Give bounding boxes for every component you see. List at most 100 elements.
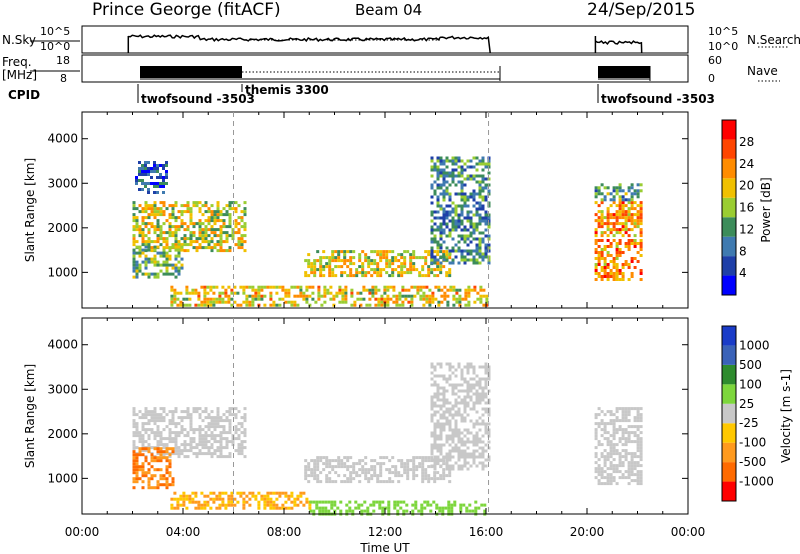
echo-cell [290, 300, 294, 304]
echo-cell [200, 303, 204, 307]
echo-cell [469, 407, 473, 411]
echo-cell [345, 503, 349, 507]
echo-cell [174, 434, 178, 438]
echo-cell [150, 182, 153, 185]
echo-cell [603, 266, 607, 269]
echo-cell [615, 216, 619, 220]
echo-cell [315, 503, 319, 507]
echo-cell [159, 456, 163, 460]
echo-cell [487, 440, 491, 444]
echo-cell [618, 251, 622, 254]
echo-cell [177, 452, 181, 456]
echo-cell [245, 494, 249, 498]
echo-cell [153, 201, 157, 205]
y-tick-label: 1000 [47, 471, 78, 485]
echo-cell [636, 210, 640, 214]
echo-cell [198, 237, 202, 241]
echo-cell [234, 407, 238, 411]
echo-cell [138, 440, 142, 444]
echo-cell [463, 452, 467, 456]
echo-cell [150, 410, 154, 414]
echo-cell [135, 179, 138, 182]
echo-cell [177, 422, 181, 426]
echo-cell [451, 431, 455, 435]
echo-cell [448, 464, 452, 468]
echo-cell [386, 297, 390, 301]
echo-cell [413, 294, 417, 298]
echo-cell [200, 300, 204, 304]
echo-cell [243, 210, 247, 214]
echo-cell [460, 192, 464, 196]
echo-cell [230, 494, 234, 498]
echo-cell [353, 303, 357, 307]
freq-left-unit: [MHz] [2, 68, 37, 82]
echo-cell [183, 443, 187, 447]
echo-cell [406, 462, 410, 466]
echo-cell [240, 240, 244, 244]
power-colorbar-tick: 12 [739, 222, 754, 236]
echo-cell [180, 452, 184, 456]
echo-cell [430, 201, 434, 205]
echo-cell [352, 465, 356, 469]
echo-cell [364, 259, 368, 263]
echo-cell [192, 407, 196, 411]
echo-cell [138, 248, 142, 252]
echo-cell [302, 503, 306, 507]
echo-cell [170, 503, 174, 507]
echo-cell [430, 452, 434, 456]
echo-cell [600, 410, 604, 414]
echo-cell [451, 222, 455, 226]
echo-cell [615, 428, 619, 432]
echo-cell [216, 216, 220, 220]
echo-cell [457, 180, 461, 184]
echo-cell [451, 413, 455, 417]
echo-cell [484, 222, 488, 226]
echo-cell [618, 269, 622, 272]
echo-cell [594, 234, 598, 238]
cpid-program-1: twofsound -3503 [141, 92, 255, 106]
echo-cell [451, 162, 455, 166]
echo-cell [228, 455, 232, 459]
echo-cell [612, 437, 616, 441]
echo-cell [484, 246, 488, 250]
echo-cell [188, 497, 192, 501]
echo-cell [216, 455, 220, 459]
echo-cell [206, 494, 210, 498]
echo-cell [346, 459, 350, 463]
echo-cell [174, 437, 178, 441]
echo-cell [618, 189, 622, 193]
echo-cell [358, 253, 362, 257]
echo-cell [627, 207, 631, 211]
echo-cell [401, 285, 405, 289]
echo-cell [132, 225, 136, 229]
echo-cell [230, 297, 234, 301]
echo-cell [344, 297, 348, 301]
echo-cell [636, 192, 640, 196]
echo-cell [210, 246, 214, 250]
echo-cell [609, 422, 613, 426]
echo-cell [436, 156, 440, 160]
echo-cell [144, 263, 148, 267]
echo-cell [475, 434, 479, 438]
echo-cell [411, 503, 415, 507]
echo-cell [225, 234, 229, 238]
echo-cell [439, 250, 443, 254]
echo-cell [183, 446, 187, 450]
echo-cell [463, 162, 467, 166]
echo-cell [633, 266, 637, 269]
echo-cell [192, 201, 196, 205]
echo-cell [138, 234, 142, 238]
echo-cell [627, 242, 631, 245]
echo-cell [484, 362, 488, 366]
echo-cell [633, 461, 637, 465]
echo-cell [346, 274, 350, 278]
echo-cell [257, 491, 261, 495]
echo-cell [237, 237, 241, 241]
echo-cell [609, 473, 613, 477]
echo-cell [603, 461, 607, 465]
echo-cell [612, 216, 616, 220]
echo-cell [424, 471, 428, 475]
echo-cell [454, 168, 458, 172]
echo-cell [436, 449, 440, 453]
echo-cell [287, 300, 291, 304]
